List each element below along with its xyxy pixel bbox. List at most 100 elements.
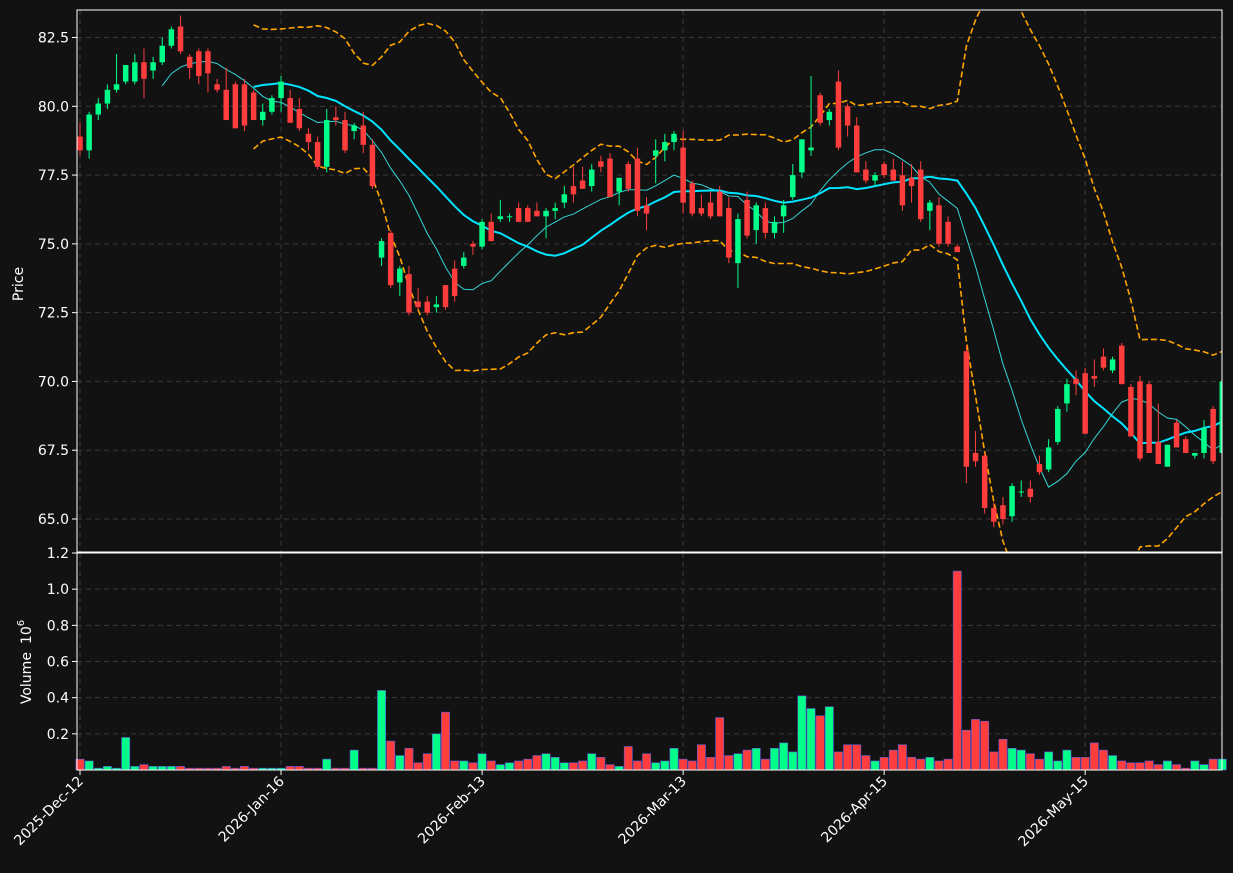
- volume-bar: [1016, 749, 1026, 771]
- volume-bar: [578, 760, 588, 771]
- candle-body: [726, 208, 732, 258]
- candle-body: [652, 150, 659, 156]
- candle-body: [1009, 485, 1015, 517]
- candle-body: [908, 177, 915, 187]
- volume-bar: [422, 753, 432, 771]
- volume-bar: [84, 760, 94, 771]
- volume-bar: [715, 717, 725, 771]
- candle-body: [250, 92, 257, 121]
- candle-body: [917, 169, 924, 220]
- candle-body: [333, 117, 339, 121]
- price-y-ticks: 65.0 67.5 70.0 72.5 75.0 77.5 80.0 82.5: [38, 31, 77, 528]
- candle-body: [415, 301, 421, 308]
- candle-body: [588, 169, 595, 187]
- volume-tick-label: 0.2: [47, 727, 69, 743]
- candle-body: [305, 133, 312, 143]
- volume-bar: [943, 758, 953, 771]
- volume-bar: [770, 747, 779, 771]
- candle-body: [186, 56, 193, 68]
- candle-body: [1045, 447, 1052, 470]
- volume-bar: [843, 744, 853, 771]
- candle-body: [762, 208, 769, 233]
- candle-body: [104, 89, 111, 104]
- volume-bar: [514, 760, 524, 771]
- candle-body: [278, 81, 284, 99]
- volume-bar: [550, 757, 560, 771]
- candle-body: [753, 205, 759, 231]
- price-tick-label: 75.0: [38, 237, 69, 253]
- volume-bar: [888, 749, 898, 771]
- volume-bar: [103, 766, 112, 771]
- candle-body: [360, 125, 367, 145]
- candle-body: [579, 180, 586, 189]
- candle-body: [369, 144, 376, 187]
- volume-bar: [505, 762, 514, 771]
- volume-bar: [441, 711, 450, 771]
- volume-bar: [742, 749, 752, 771]
- volume-bar: [879, 757, 889, 771]
- candle-body: [634, 158, 641, 211]
- volume-bar: [779, 742, 789, 771]
- candle-body: [168, 29, 175, 46]
- x-tick-label: 2026-Jan-16: [216, 773, 288, 845]
- candle-body: [945, 221, 951, 244]
- candle-body: [323, 120, 330, 167]
- candle-body: [1000, 505, 1006, 519]
- volume-bar: [468, 762, 478, 771]
- candle-body: [342, 120, 348, 151]
- volume-bar: [1099, 749, 1108, 771]
- volume-bar: [486, 760, 496, 771]
- candle-body: [479, 221, 485, 247]
- candle-body: [534, 210, 540, 217]
- candle-body: [1018, 491, 1024, 493]
- x-ticks: 2025-Dec-12 2026-Jan-16 2026-Feb-13 2026-Ma…: [11, 770, 1092, 850]
- volume-bar: [989, 751, 999, 771]
- candle-body: [963, 351, 970, 467]
- volume-bar: [760, 758, 770, 771]
- candle-body: [214, 84, 220, 90]
- volume-bar: [733, 753, 743, 771]
- volume-bar: [687, 760, 697, 771]
- candle-body: [808, 147, 814, 151]
- candle-body: [515, 208, 522, 222]
- volume-bar: [1208, 758, 1218, 771]
- volume-tick-label: 0.8: [47, 618, 69, 634]
- volume-tick-label: 0.6: [47, 655, 69, 671]
- volume-bar: [477, 753, 487, 771]
- candle-body: [707, 202, 714, 217]
- volume-bar: [495, 764, 505, 771]
- candle-body: [506, 216, 513, 218]
- candle-body: [406, 274, 412, 313]
- volume-bar: [971, 719, 980, 771]
- candle-body: [296, 109, 303, 129]
- volume-bar: [130, 766, 140, 771]
- volume-y-ticks: 0.2 0.4 0.6 0.8 1.0 1.2: [47, 546, 77, 743]
- candle-body: [1173, 422, 1180, 448]
- candle-body: [150, 62, 156, 71]
- candle-body: [159, 45, 165, 63]
- candle-body: [954, 246, 960, 253]
- volume-bar: [642, 753, 651, 771]
- x-tick-label: 2026-May-15: [1015, 774, 1092, 851]
- candle-body: [643, 205, 650, 214]
- volume-bar: [669, 747, 679, 771]
- candle-body: [451, 268, 458, 297]
- candle-body: [1182, 439, 1189, 453]
- volume-bar: [678, 758, 688, 771]
- candle-body: [698, 208, 705, 214]
- volume-bar: [998, 738, 1008, 771]
- volume-tick-label: 1.2: [47, 546, 69, 562]
- volume-bar: [1007, 747, 1017, 771]
- volume-bar: [596, 757, 606, 771]
- price-tick-label: 77.5: [38, 168, 69, 184]
- candle-body: [872, 175, 878, 181]
- volume-bar: [1190, 760, 1200, 771]
- volume-bar: [751, 747, 761, 771]
- volume-bar: [1163, 760, 1172, 771]
- volume-bar: [349, 749, 359, 771]
- candle-body: [141, 62, 147, 79]
- volume-bar: [1025, 753, 1035, 771]
- candle-body: [625, 164, 632, 189]
- volume-bar: [1035, 758, 1044, 771]
- volume-bar: [815, 715, 825, 771]
